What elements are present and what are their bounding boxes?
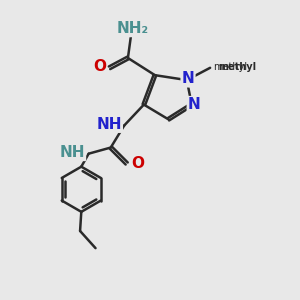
- Text: methyl: methyl: [213, 61, 247, 72]
- Text: methyl: methyl: [218, 61, 256, 72]
- Text: N: N: [182, 71, 194, 86]
- Text: N: N: [188, 97, 200, 112]
- Text: NH₂: NH₂: [117, 21, 149, 36]
- Text: O: O: [131, 156, 144, 171]
- Text: O: O: [93, 59, 106, 74]
- Text: NH: NH: [59, 145, 85, 160]
- Text: NH: NH: [96, 117, 122, 132]
